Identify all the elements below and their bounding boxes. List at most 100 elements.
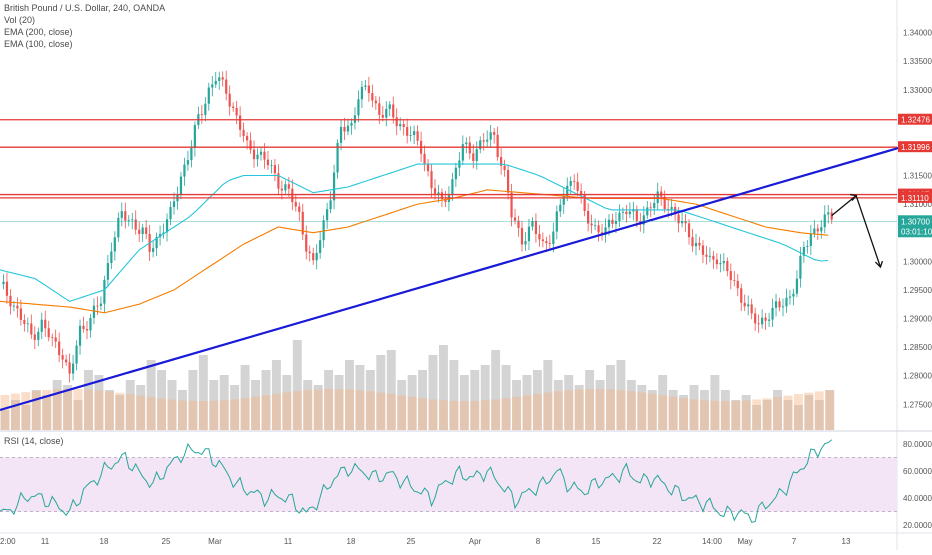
candle-body	[451, 179, 453, 195]
candle-body	[100, 304, 102, 306]
level-tag-label: 1.31996	[901, 143, 930, 152]
candle-body	[768, 320, 770, 321]
candle-body	[716, 260, 718, 265]
candle-body	[75, 346, 77, 364]
volume-ma-bar	[606, 389, 615, 430]
volume-ma-bar	[429, 399, 438, 430]
volume-ma-bar	[710, 401, 719, 430]
volume-ma-bar	[262, 395, 271, 430]
candle-body	[62, 355, 64, 359]
time-tick-label: 11	[284, 537, 293, 546]
volume-ma-bar	[502, 398, 511, 430]
price-tick-label: 1.33000	[903, 86, 932, 95]
candle-body	[691, 237, 693, 246]
candle-body	[483, 140, 485, 141]
volume-ma-bar	[418, 398, 427, 430]
candle-body	[538, 234, 540, 239]
volume-ma-bar	[366, 391, 375, 430]
volume-ma-bar	[439, 400, 448, 430]
time-tick-label: 25	[407, 537, 416, 546]
candle-body	[695, 243, 697, 246]
volume-ma-bar	[408, 397, 417, 430]
candle-body	[650, 207, 652, 208]
candle-body	[243, 130, 245, 136]
candle-body	[399, 124, 401, 126]
candle-body	[570, 181, 572, 186]
candle-body	[423, 154, 425, 164]
candle-body	[542, 239, 544, 241]
candle-body	[521, 228, 523, 244]
candle-body	[194, 125, 196, 148]
candle-body	[490, 132, 492, 139]
candle-body	[357, 99, 359, 115]
volume-ma-bar	[460, 401, 469, 430]
candle-body	[413, 131, 415, 135]
candle-body	[549, 243, 551, 244]
rsi-tick-label: 40.0000	[903, 494, 932, 503]
candle-body	[343, 127, 345, 132]
candle-body	[737, 281, 739, 288]
volume-ma-bar	[815, 391, 824, 430]
volume-ma-bar	[314, 389, 323, 430]
volume-ma-bar	[637, 392, 646, 430]
volume-ma-bar	[616, 390, 625, 430]
volume-ma-bar	[178, 400, 187, 430]
candle-body	[646, 207, 648, 215]
volume-ma-bar	[230, 399, 239, 430]
candle-body	[726, 261, 728, 271]
price-tick-label: 1.29000	[903, 314, 932, 323]
volume-ma-bar	[84, 390, 93, 430]
symbol-title: British Pound / U.S. Dollar, 240, OANDA	[4, 2, 165, 14]
candle-body	[239, 116, 241, 130]
candle-body	[312, 253, 314, 260]
forecast-arrow	[832, 196, 881, 267]
candle-body	[761, 318, 763, 325]
candle-body	[23, 320, 25, 324]
candle-body	[730, 271, 732, 280]
candle-body	[573, 181, 575, 182]
candle-body	[479, 140, 481, 149]
volume-ma-bar	[303, 390, 312, 430]
candle-body	[121, 211, 123, 218]
volume-ma-bar	[648, 394, 657, 430]
volume-ma-bar	[105, 391, 114, 430]
candle-body	[183, 165, 185, 177]
candle-body	[2, 282, 4, 284]
candle-body	[817, 229, 819, 232]
candle-body	[263, 152, 265, 160]
time-tick-label: 25	[162, 537, 171, 546]
volume-ma-bar	[136, 396, 145, 430]
candle-body	[771, 308, 773, 320]
candle-body	[187, 160, 189, 164]
candle-body	[744, 303, 746, 307]
volume-ma-bar	[742, 400, 751, 430]
volume-ma-bar	[293, 391, 302, 430]
volume-ma-bar	[199, 401, 208, 430]
candle-body	[719, 263, 721, 264]
volume-ma-bar	[679, 398, 688, 430]
candle-body	[476, 149, 478, 161]
time-tick-label: May	[737, 537, 752, 546]
candle-body	[622, 212, 624, 213]
candle-body	[611, 220, 613, 224]
volume-ma-bar	[345, 389, 354, 430]
time-tick-label: Mar	[208, 537, 222, 546]
candle-body	[128, 220, 130, 221]
candle-body	[323, 220, 325, 240]
volume-ma-bar	[209, 401, 218, 430]
candle-body	[288, 184, 290, 188]
ema100-legend: EMA (100, close)	[4, 38, 165, 50]
candle-body	[93, 306, 95, 318]
volume-ma-bar	[355, 390, 364, 430]
volume-ma-bar	[94, 390, 103, 430]
candle-body	[510, 193, 512, 218]
candle-body	[114, 237, 116, 251]
candle-body	[58, 342, 60, 356]
candle-body	[430, 171, 432, 188]
candle-body	[410, 135, 412, 136]
candle-body	[524, 241, 526, 244]
candle-body	[229, 94, 231, 107]
volume-ma-bar	[63, 389, 72, 430]
volume-ma-bar	[157, 398, 166, 430]
